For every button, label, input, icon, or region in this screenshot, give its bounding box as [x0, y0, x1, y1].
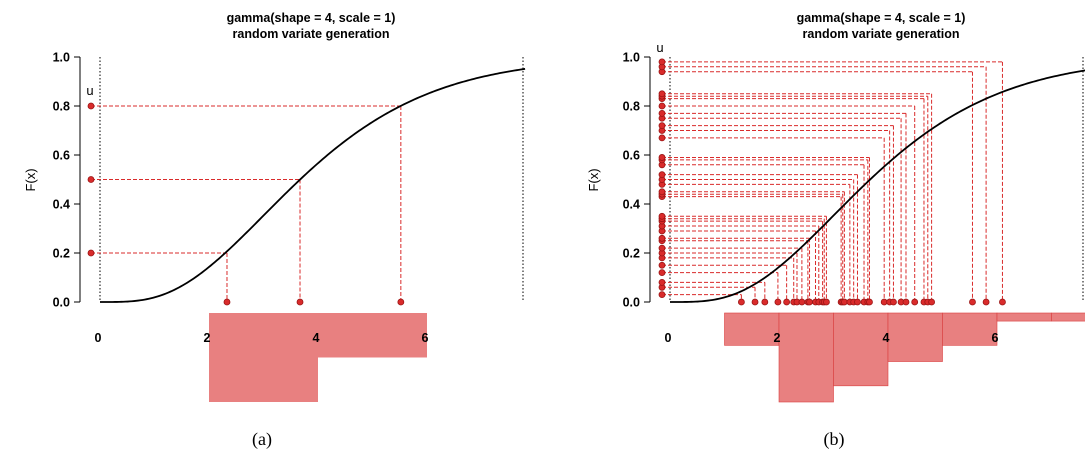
- y-axis-label: F(x): [23, 168, 38, 191]
- x-tick-label: 2: [774, 331, 781, 345]
- chart-subtitle: random variate generation: [803, 27, 960, 41]
- u-point: [87, 102, 95, 110]
- histogram-bar: [318, 313, 427, 358]
- panel-a: gamma(shape = 4, scale = 1) random varia…: [23, 11, 526, 450]
- x-point: [751, 298, 759, 306]
- x-point: [890, 298, 897, 306]
- u-point: [658, 278, 666, 286]
- y-tick-label: 0.2: [53, 247, 70, 261]
- u-point: [658, 212, 666, 220]
- x-tick-label: 6: [422, 331, 429, 345]
- x-tick-label: 0: [95, 331, 102, 345]
- u-point: [658, 109, 666, 117]
- x-point: [969, 298, 976, 306]
- x-tick-label: 2: [204, 331, 211, 345]
- u-point: [658, 291, 666, 299]
- y-tick-label: 1.0: [53, 51, 70, 65]
- u-point: [658, 244, 666, 252]
- u-point: [658, 134, 666, 142]
- u-point: [658, 58, 666, 66]
- u-point: [658, 122, 666, 129]
- u-point: [87, 249, 95, 257]
- x-point: [223, 298, 231, 306]
- x-point: [866, 298, 873, 306]
- x-point: [823, 298, 830, 306]
- u-point: [658, 234, 666, 242]
- u-label: u: [86, 83, 93, 98]
- y-tick-label: 0.4: [53, 198, 70, 212]
- y-tick-label: 0.0: [53, 296, 70, 310]
- histogram-bar: [778, 312, 834, 403]
- histogram-bar: [833, 312, 889, 387]
- x-tick-label: 6: [992, 331, 999, 345]
- y-tick-label: 0.0: [623, 296, 640, 310]
- x-point: [999, 298, 1006, 306]
- u-point: [658, 171, 666, 179]
- x-point: [761, 298, 769, 306]
- u-point: [658, 90, 666, 98]
- y-tick-label: 0.8: [53, 100, 70, 114]
- x-point: [774, 298, 782, 306]
- chart-title: gamma(shape = 4, scale = 1): [227, 11, 396, 25]
- y-tick-label: 0.8: [623, 100, 640, 114]
- u-point: [658, 269, 666, 277]
- x-point: [798, 298, 806, 306]
- panel-caption: (b): [824, 429, 845, 450]
- histogram-bar: [724, 312, 780, 346]
- x-point: [737, 298, 745, 306]
- x-point: [296, 298, 304, 306]
- u-point: [658, 188, 666, 196]
- u-point: [87, 176, 95, 183]
- x-point: [902, 298, 910, 306]
- y-tick-label: 1.0: [623, 51, 640, 65]
- u-point: [658, 102, 666, 110]
- cdf-curve: [100, 67, 526, 303]
- panel-caption: (a): [252, 429, 272, 450]
- histogram-bar: [887, 312, 943, 362]
- u-label: u: [656, 40, 663, 55]
- chart-title: gamma(shape = 4, scale = 1): [797, 11, 966, 25]
- cdf-curve: [670, 69, 1085, 303]
- u-point: [658, 261, 666, 269]
- histogram-bar: [209, 313, 318, 402]
- y-tick-label: 0.6: [53, 149, 70, 163]
- x-point: [928, 298, 935, 306]
- x-point: [783, 298, 791, 306]
- y-axis-label: F(x): [586, 168, 601, 191]
- y-tick-label: 0.2: [623, 247, 640, 261]
- histogram-bar: [996, 312, 1052, 322]
- y-tick-label: 0.4: [623, 198, 640, 212]
- chart-subtitle: random variate generation: [233, 27, 390, 41]
- x-point: [806, 298, 813, 306]
- histogram-bar: [1051, 312, 1085, 322]
- x-point: [397, 298, 405, 306]
- u-point: [658, 154, 666, 161]
- x-tick-label: 4: [313, 331, 320, 345]
- y-tick-label: 0.6: [623, 149, 640, 163]
- panel-b: gamma(shape = 4, scale = 1) random varia…: [586, 11, 1085, 450]
- x-point: [982, 298, 990, 306]
- histogram-bar: [942, 312, 998, 346]
- x-point: [854, 298, 861, 306]
- x-point: [911, 298, 919, 306]
- x-tick-label: 0: [665, 331, 672, 345]
- x-tick-label: 4: [883, 331, 890, 345]
